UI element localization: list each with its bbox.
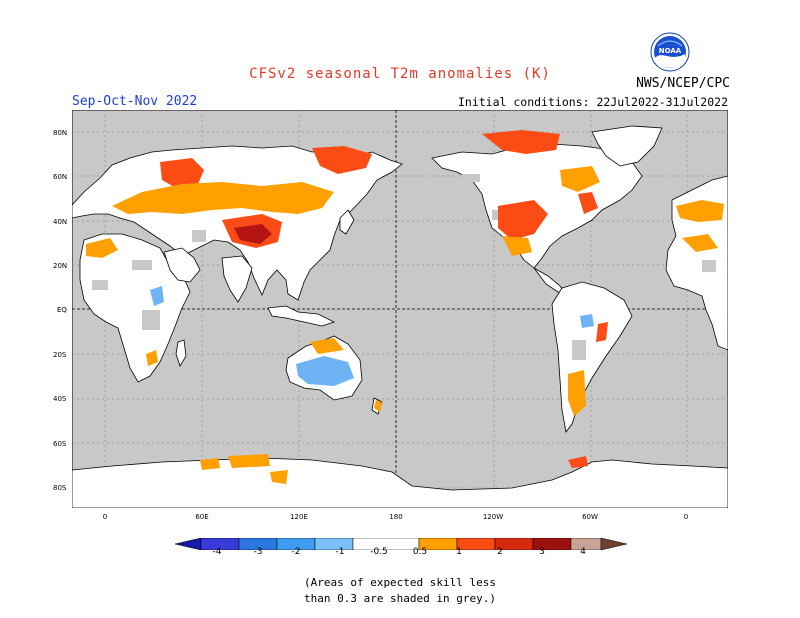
anomaly-eastern-canada	[578, 192, 598, 214]
japan-land	[339, 209, 355, 235]
noaa-logo: NOAA	[650, 32, 690, 72]
anomaly-antarctica-2	[228, 454, 270, 468]
colorbar-label-m05: -0.5	[370, 547, 388, 557]
lon-label-180: 180	[389, 513, 403, 521]
lon-label-120w: 120W	[482, 513, 504, 521]
colorbar-label-3: 3	[539, 547, 545, 557]
anomaly-australia-north	[310, 338, 344, 354]
lat-label-40n: 40N	[53, 218, 68, 226]
anomaly-south-america-red	[596, 322, 608, 342]
colorbar	[174, 535, 628, 554]
colorbar-label-05: 0.5	[412, 547, 428, 557]
anomaly-ne-siberia	[312, 146, 372, 174]
lat-label-80s: 80S	[53, 484, 67, 492]
lat-label-80n: 80N	[53, 129, 68, 137]
organization-label: NWS/NCEP/CPC	[636, 76, 730, 91]
anomaly-northern-canada	[482, 130, 560, 154]
indonesia-land	[267, 305, 336, 327]
lon-label-60e: 60E	[195, 513, 209, 521]
anomaly-western-us	[498, 200, 548, 240]
colorbar-lower-triangle	[174, 537, 202, 551]
anomaly-shading	[86, 130, 724, 484]
colorbar-label-2: 2	[497, 547, 503, 557]
anomaly-map	[72, 110, 728, 508]
india-land	[221, 255, 253, 303]
anomaly-tibet-core	[234, 224, 272, 244]
lat-label-60n: 60N	[53, 173, 68, 181]
colorbar-label-m4: -4	[212, 547, 222, 557]
lon-label-120e: 120E	[290, 513, 308, 521]
lon-label-0-right: 0	[683, 513, 689, 521]
anomaly-west-africa-orange	[682, 234, 718, 252]
logo-text: NOAA	[659, 47, 682, 55]
anomaly-western-russia	[160, 158, 204, 188]
colorbar-label-m1: -1	[335, 547, 345, 557]
colorbar-svg	[174, 537, 628, 551]
antarctica-land	[72, 457, 728, 508]
anomaly-antarctica-1	[200, 458, 220, 470]
anomaly-india-blue	[150, 286, 164, 306]
colorbar-label-4: 4	[580, 547, 586, 557]
anomaly-australia-blue	[296, 356, 354, 386]
chart-title: CFSv2 seasonal T2m anomalies (K)	[249, 66, 551, 82]
arabia-land	[163, 247, 201, 283]
lat-label-20s: 20S	[53, 351, 67, 359]
colorbar-bin-7	[456, 537, 496, 551]
anomaly-us-orange	[502, 236, 532, 256]
lat-label-60s: 60S	[53, 440, 67, 448]
anomaly-antarctica-3	[270, 470, 288, 484]
lat-label-20n: 20N	[53, 262, 68, 270]
anomaly-south-america-blue	[580, 314, 594, 328]
lat-label-40s: 40S	[53, 395, 67, 403]
africa-land	[79, 233, 191, 383]
lat-label-eq: EQ	[57, 306, 67, 314]
initial-conditions-label: Initial conditions: 22Jul2022-31Jul2022	[457, 95, 728, 109]
lon-label-60w: 60W	[582, 513, 598, 521]
skill-note-line2: than 0.3 are shaded in grey.)	[303, 592, 497, 605]
anomaly-australia-east	[374, 400, 382, 412]
colorbar-label-1: 1	[456, 547, 462, 557]
anomaly-antarctica-4	[568, 456, 588, 468]
colorbar-label-m3: -3	[253, 547, 263, 557]
lon-label-0-left: 0	[102, 513, 108, 521]
anomaly-europe-orange	[676, 200, 724, 222]
colorbar-bin-4	[314, 537, 354, 551]
anomaly-eurasia-orange	[112, 182, 334, 214]
madagascar-land	[175, 339, 187, 367]
greenland-land	[591, 125, 663, 167]
colorbar-upper-triangle	[600, 537, 628, 551]
anomaly-east-africa	[146, 350, 158, 366]
map-svg	[72, 110, 728, 508]
colorbar-label-m2: -2	[291, 547, 301, 557]
anomaly-north-africa	[86, 238, 118, 258]
anomaly-south-america-orange	[568, 370, 586, 416]
season-label: Sep-Oct-Nov 2022	[72, 94, 198, 109]
skill-note-line1: (Areas of expected skill less	[303, 576, 497, 589]
anomaly-canada-orange	[560, 166, 600, 192]
